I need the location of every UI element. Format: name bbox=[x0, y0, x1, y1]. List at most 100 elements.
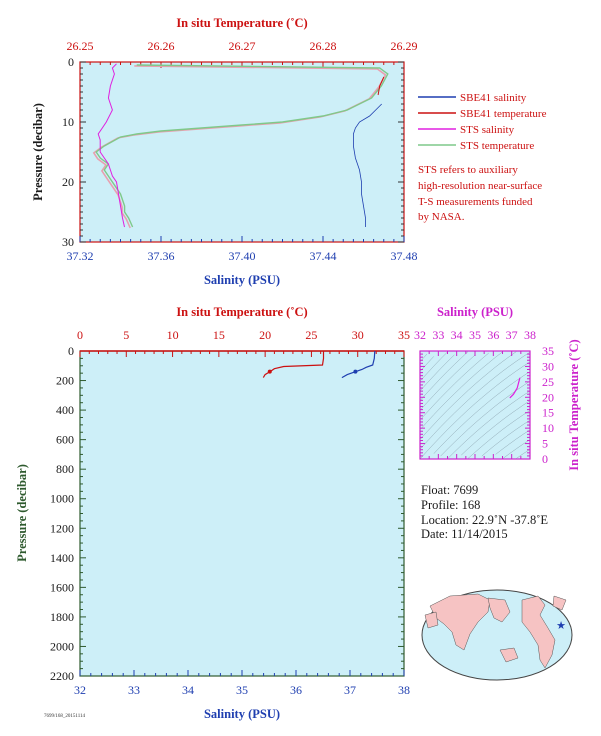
ts-temperature-tick-label: 30 bbox=[542, 359, 554, 373]
map-land-greenland bbox=[552, 595, 567, 611]
sbe41-temperature-marker bbox=[267, 369, 272, 374]
ts-salinity-axis-title: Salinity (PSU) bbox=[437, 305, 513, 319]
map-land-asia-east bbox=[487, 597, 511, 623]
ts-salinity-tick-label: 35 bbox=[469, 328, 481, 342]
legend-note-line-4: by NASA. bbox=[418, 211, 465, 223]
density-contour-line bbox=[495, 429, 531, 455]
density-contour-line bbox=[419, 356, 434, 372]
ts-plot-area bbox=[419, 350, 531, 460]
temperature-tick-label: 25 bbox=[305, 328, 317, 342]
legend-label-sts-temperature: STS temperature bbox=[460, 140, 534, 152]
top-plot-area bbox=[79, 61, 405, 243]
legend-label-sbe41-temperature: SBE41 temperature bbox=[460, 108, 547, 120]
salinity-tick-label: 37.32 bbox=[67, 249, 94, 263]
top-panel: 26.25 26.26 26.27 26.28 26.29 37.32 37.36 37.40… bbox=[31, 16, 418, 287]
bottom-temperature-axis-title: In situ Temperature (˚C) bbox=[176, 305, 307, 319]
pressure-tick-label: 30 bbox=[62, 235, 74, 249]
pressure-tick-label: 0 bbox=[68, 55, 74, 69]
density-contour-line bbox=[516, 449, 531, 459]
float-id: Float: 7699 bbox=[421, 483, 478, 497]
density-contour-line bbox=[419, 354, 455, 392]
salinity-tick-label: 35 bbox=[236, 683, 248, 697]
temperature-tick-label: 26.25 bbox=[67, 39, 94, 53]
density-contour-line bbox=[419, 351, 503, 430]
sts-salinity-line bbox=[97, 63, 125, 228]
ts-salinity-tick-label: 34 bbox=[451, 328, 463, 342]
density-contour-line bbox=[481, 419, 531, 457]
top-temperature-axis-title: In situ Temperature (˚C) bbox=[176, 16, 307, 30]
sbe41-temperature-line bbox=[377, 76, 385, 96]
pressure-tick-label: 400 bbox=[56, 403, 74, 417]
pressure-tick-label: 200 bbox=[56, 374, 74, 388]
profile-number: Profile: 168 bbox=[421, 498, 480, 512]
sts-temperature-line bbox=[95, 64, 389, 228]
salinity-tick-label: 37.36 bbox=[148, 249, 175, 263]
pressure-tick-label: 1000 bbox=[50, 492, 74, 506]
legend: SBE41 salinity SBE41 temperature STS sal… bbox=[418, 92, 547, 223]
temperature-tick-label: 26.28 bbox=[310, 39, 337, 53]
ts-temperature-tick-label: 10 bbox=[542, 421, 554, 435]
temperature-tick-label: 26.27 bbox=[229, 39, 256, 53]
legend-note-line-2: high-resolution near-surface bbox=[418, 180, 542, 192]
pressure-tick-label: 1200 bbox=[50, 521, 74, 535]
pressure-tick-label: 2000 bbox=[50, 639, 74, 653]
ts-temperature-tick-label: 5 bbox=[542, 437, 548, 451]
density-contour-line bbox=[419, 351, 531, 450]
density-contour-line bbox=[461, 400, 531, 456]
pressure-tick-label: 1600 bbox=[50, 580, 74, 594]
density-contour-line bbox=[419, 351, 448, 382]
temperature-tick-label: 20 bbox=[259, 328, 271, 342]
legend-note-line-1: STS refers to auxiliary bbox=[418, 164, 518, 176]
sbe41-temperature-line bbox=[262, 351, 325, 378]
ts-temperature-axis-title: In situ Temperature (˚C) bbox=[567, 339, 581, 470]
ts-salinity-tick-label: 37 bbox=[506, 328, 518, 342]
pressure-tick-label: 20 bbox=[62, 175, 74, 189]
pressure-tick-label: 2200 bbox=[50, 669, 74, 683]
legend-label-sts-salinity: STS salinity bbox=[460, 124, 515, 136]
bottom-plot-area bbox=[79, 350, 405, 677]
salinity-tick-label: 36 bbox=[290, 683, 302, 697]
footer-code: 7699/168_20151114 bbox=[44, 714, 86, 719]
bottom-pressure-axis-title: Pressure (decibar) bbox=[15, 464, 29, 562]
salinity-tick-label: 38 bbox=[398, 683, 410, 697]
ts-salinity-tick-label: 33 bbox=[432, 328, 444, 342]
salinity-tick-label: 32 bbox=[74, 683, 86, 697]
bottom-salinity-axis-title: Salinity (PSU) bbox=[204, 707, 280, 721]
temperature-tick-label: 26.26 bbox=[148, 39, 175, 53]
ts-temperature-tick-label: 15 bbox=[542, 406, 554, 420]
ts-salinity-tick-label: 32 bbox=[414, 328, 426, 342]
ts-profile-line bbox=[509, 377, 521, 399]
legend-label-sbe41-salinity: SBE41 salinity bbox=[460, 92, 527, 104]
salinity-tick-label: 34 bbox=[182, 683, 194, 697]
temperature-tick-label: 15 bbox=[213, 328, 225, 342]
temperature-tick-label: 10 bbox=[167, 328, 179, 342]
map-land-australia bbox=[499, 647, 519, 663]
density-contour-line bbox=[433, 371, 531, 454]
sbe41-salinity-marker bbox=[353, 369, 358, 374]
map-land-americas bbox=[521, 595, 556, 669]
pressure-tick-label: 1400 bbox=[50, 551, 74, 565]
top-pressure-axis-title: Pressure (decibar) bbox=[31, 103, 45, 201]
pressure-tick-label: 800 bbox=[56, 462, 74, 476]
map-land-west bbox=[424, 611, 439, 629]
salinity-tick-label: 33 bbox=[128, 683, 140, 697]
density-contour-line bbox=[419, 351, 517, 440]
density-contour-line bbox=[419, 351, 469, 401]
map-land-eurasia-africa bbox=[429, 593, 491, 651]
density-contour-line bbox=[419, 352, 489, 421]
ts-salinity-tick-label: 38 bbox=[524, 328, 536, 342]
ts-temperature-tick-label: 20 bbox=[542, 390, 554, 404]
sbe41-salinity-line bbox=[341, 350, 376, 379]
density-contour-line bbox=[467, 410, 531, 459]
top-salinity-axis-title: Salinity (PSU) bbox=[204, 273, 280, 287]
float-location-star-icon: ★ bbox=[556, 620, 566, 632]
pressure-tick-label: 1800 bbox=[50, 610, 74, 624]
ts-temperature-tick-label: 35 bbox=[542, 344, 554, 358]
salinity-tick-label: 37.40 bbox=[229, 249, 256, 263]
pressure-tick-label: 600 bbox=[56, 433, 74, 447]
temperature-tick-label: 35 bbox=[398, 328, 410, 342]
salinity-tick-label: 37.48 bbox=[391, 249, 418, 263]
bottom-panel: 0 5 10 15 20 25 30 35 32 33 34 35 36 37 38 0 200 400 600 80… bbox=[15, 305, 410, 721]
